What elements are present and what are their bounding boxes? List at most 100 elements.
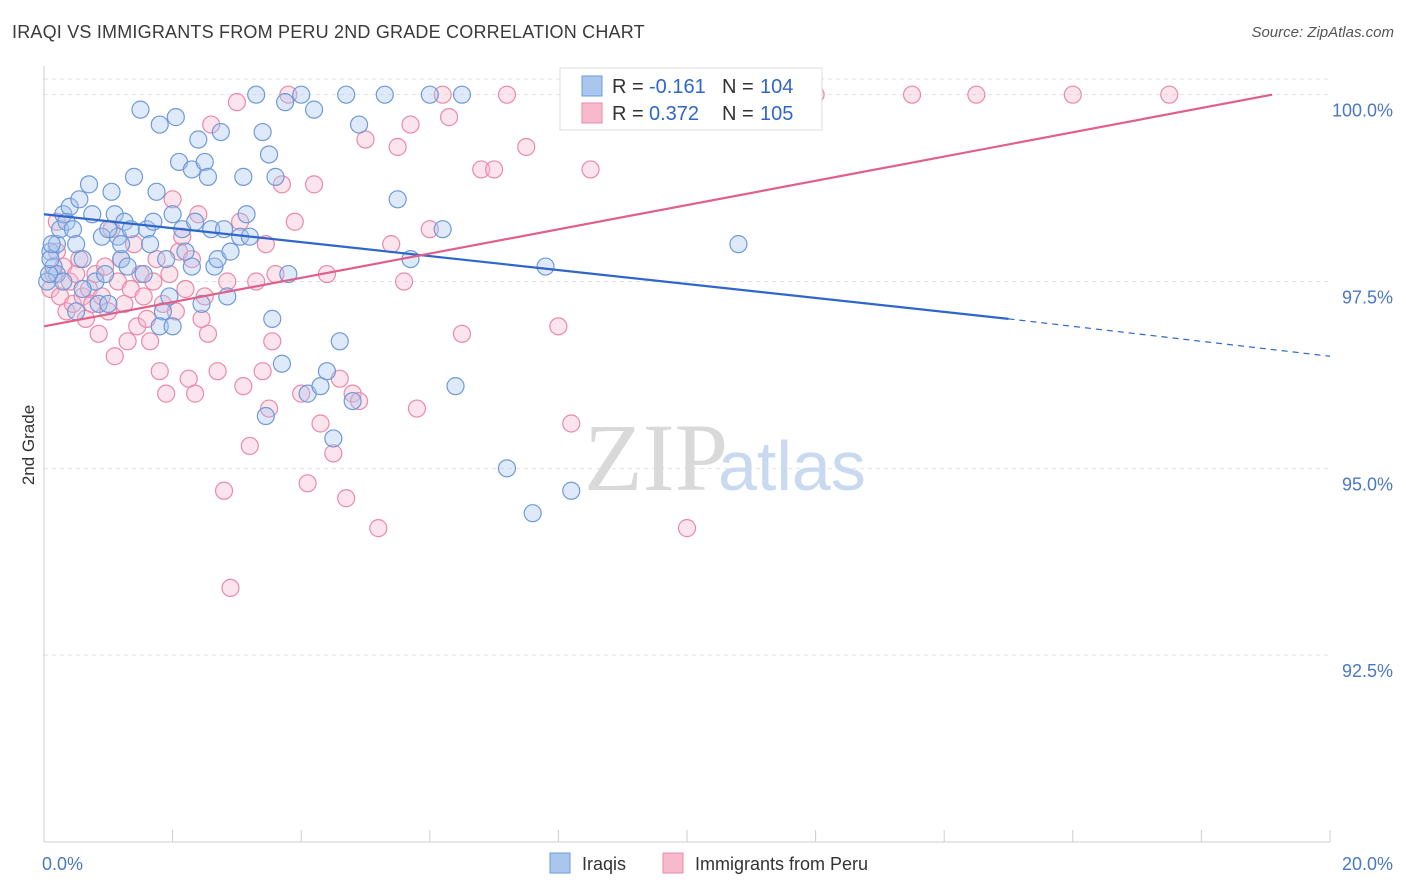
point-peru <box>497 85 517 104</box>
point-iraqis <box>292 85 311 104</box>
point-iraqis <box>536 257 555 276</box>
point-iraqis <box>150 115 169 134</box>
trend-line-iraqis <box>43 213 1009 320</box>
y-tick-labels: 92.5% 95.0% 97.5% 100.0% <box>1332 101 1393 681</box>
point-peru <box>218 272 237 291</box>
point-iraqis <box>237 205 256 224</box>
point-iraqis <box>73 279 92 299</box>
point-peru <box>115 294 134 314</box>
point-iraqis <box>279 264 298 284</box>
point-peru <box>105 347 124 366</box>
point-peru <box>356 130 375 149</box>
point-peru <box>150 362 169 381</box>
legend-r-value-peru: 0.372 <box>649 103 699 125</box>
watermark-atlas: atlas <box>718 427 866 505</box>
point-peru <box>163 190 182 209</box>
point-peru <box>240 436 259 456</box>
point-iraqis <box>160 287 179 306</box>
y-tick-label: 92.5% <box>1342 661 1393 681</box>
point-iraqis <box>166 108 185 127</box>
point-peru <box>57 302 76 321</box>
point-iraqis <box>124 167 144 186</box>
point-iraqis <box>388 190 407 209</box>
point-peru <box>253 362 272 381</box>
point-iraqis <box>67 302 86 321</box>
point-peru <box>304 175 324 194</box>
point-iraqis <box>304 100 324 119</box>
point-peru <box>118 332 137 351</box>
point-iraqis <box>131 100 150 119</box>
grid-lines <box>44 78 1330 656</box>
y-axis-label: 2nd Grade <box>19 405 38 485</box>
watermark-zip: ZIP <box>584 404 728 511</box>
legend-n-label: N = <box>722 103 754 125</box>
y-tick-label: 100.0% <box>1332 101 1393 121</box>
bottom-legend-swatch-iraqis <box>549 852 571 874</box>
point-iraqis <box>247 85 266 104</box>
point-iraqis <box>259 145 279 164</box>
source-label: Source: ZipAtlas.com <box>1251 24 1394 41</box>
point-iraqis <box>497 459 517 478</box>
point-iraqis <box>330 332 349 351</box>
scatter-points <box>38 85 1179 598</box>
point-peru <box>285 212 304 231</box>
point-peru <box>95 257 115 276</box>
point-iraqis <box>163 317 182 336</box>
point-iraqis <box>147 182 166 201</box>
point-iraqis <box>79 175 99 194</box>
point-iraqis <box>70 190 89 209</box>
point-iraqis <box>343 391 362 411</box>
legend-r-label: R = <box>612 103 644 125</box>
point-peru <box>221 578 240 598</box>
point-peru <box>401 115 420 134</box>
point-peru <box>472 160 491 179</box>
point-peru <box>263 332 282 351</box>
point-iraqis <box>317 362 337 381</box>
point-peru <box>452 324 472 343</box>
point-peru <box>311 414 330 433</box>
point-iraqis <box>42 235 61 254</box>
point-peru <box>73 287 92 306</box>
legend-swatch-peru <box>581 102 603 124</box>
correlation-legend: R = -0.161 N = 104 R = 0.372 N = 105 <box>559 67 823 131</box>
point-peru <box>549 317 568 336</box>
point-iraqis <box>375 85 394 104</box>
point-iraqis <box>452 85 472 104</box>
point-iraqis <box>54 272 73 291</box>
point-iraqis <box>263 309 282 328</box>
point-iraqis <box>118 257 137 276</box>
point-peru <box>298 474 317 493</box>
point-peru <box>343 384 362 403</box>
point-peru <box>208 362 227 381</box>
point-peru <box>86 264 105 284</box>
point-peru <box>439 108 459 127</box>
point-peru <box>382 235 401 254</box>
point-iraqis <box>89 294 108 314</box>
x-tick-label: 20.0% <box>1342 854 1393 874</box>
point-iraqis <box>176 242 195 261</box>
point-iraqis <box>60 197 79 216</box>
point-iraqis <box>198 167 218 186</box>
point-iraqis <box>150 317 169 336</box>
point-peru <box>134 287 153 306</box>
point-peru <box>176 279 195 299</box>
point-iraqis <box>523 504 542 523</box>
point-peru <box>394 272 414 291</box>
point-iraqis <box>102 182 121 201</box>
point-iraqis <box>420 85 439 104</box>
point-iraqis <box>163 205 182 224</box>
x-tick-labels: 0.0% 20.0% <box>42 854 1393 874</box>
point-iraqis <box>221 242 240 261</box>
point-peru <box>179 369 198 388</box>
legend-r-value-iraqis: -0.161 <box>649 76 706 98</box>
point-iraqis <box>112 235 131 254</box>
point-peru <box>902 85 922 104</box>
x-tick-label: 0.0% <box>42 854 83 874</box>
point-iraqis <box>211 122 230 142</box>
y-tick-label: 97.5% <box>1342 288 1393 308</box>
point-peru <box>324 444 343 463</box>
legend-n-value-peru: 105 <box>760 103 793 125</box>
point-peru <box>420 220 439 239</box>
point-peru <box>128 317 147 336</box>
axes <box>43 66 1331 843</box>
